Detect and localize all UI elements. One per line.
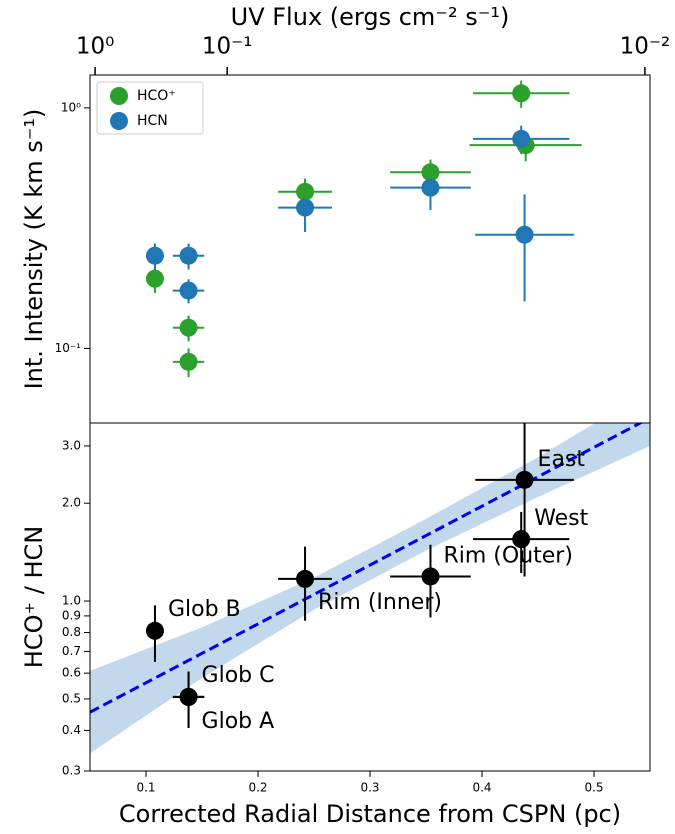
x2-axis-title: UV Flux (ergs cm⁻² s⁻¹) [231,3,510,31]
point [296,182,315,201]
x-tick-label: 0.3 [360,781,379,795]
x2-tick-label: 10⁻² [620,34,671,60]
x-tick-label: 0.5 [584,781,603,795]
point-label: East [538,447,586,472]
point [512,129,531,148]
point-label: Glob B [168,597,241,622]
y-tick-label: 3.0 [62,438,81,452]
point [145,269,164,288]
point [179,281,198,300]
point-label: Glob C [202,663,275,688]
y-tick-label: 0.6 [62,666,81,680]
x-tick-label: 0.1 [136,781,155,795]
y-tick-label: 10⁰ [61,100,81,114]
point [179,318,198,337]
legend-label: HCO⁺ [137,88,176,104]
y-axis-title: HCO⁺ / HCN [20,526,48,668]
y-tick-label: 0.8 [62,625,81,639]
point [145,621,164,640]
point [179,352,198,371]
x2-tick-label: 10⁰ [76,34,115,60]
plot-frame [89,422,651,772]
plot-area [90,423,650,754]
point [421,567,440,586]
point-label: Glob A [202,709,275,734]
point [512,530,531,549]
y-tick-label: 0.7 [62,644,81,658]
point-label: West [534,506,588,531]
x2-tick-label: 10⁻¹ [202,34,253,60]
legend-label: HCN [137,113,168,129]
y-tick-label: 0.5 [62,691,81,705]
y-tick-label: 10⁻¹ [55,341,82,355]
x-axis-title: Corrected Radial Distance from CSPN (pc) [119,800,621,828]
point [145,246,164,265]
y-axis-title: Int. Intensity (K km s⁻¹) [20,109,48,390]
fit-line [90,423,644,714]
point [179,687,198,706]
point [296,569,315,588]
confidence-band [90,423,650,754]
point-label: Rim (Outer) [443,543,572,568]
legend-marker [110,87,128,105]
legend-marker [110,112,128,130]
point [179,246,198,265]
point [515,225,534,244]
x-tick-label: 0.4 [472,781,491,795]
point [515,470,534,489]
point [512,84,531,103]
y-tick-label: 0.4 [62,723,81,737]
point [421,178,440,197]
y-tick-label: 1.0 [62,594,81,608]
point [421,163,440,182]
x-tick-label: 0.2 [248,781,267,795]
point-label: Rim (Inner) [318,590,442,615]
y-tick-label: 2.0 [62,496,81,510]
y-tick-label: 0.3 [62,764,81,778]
y-tick-label: 0.9 [62,608,81,622]
point [296,198,315,217]
